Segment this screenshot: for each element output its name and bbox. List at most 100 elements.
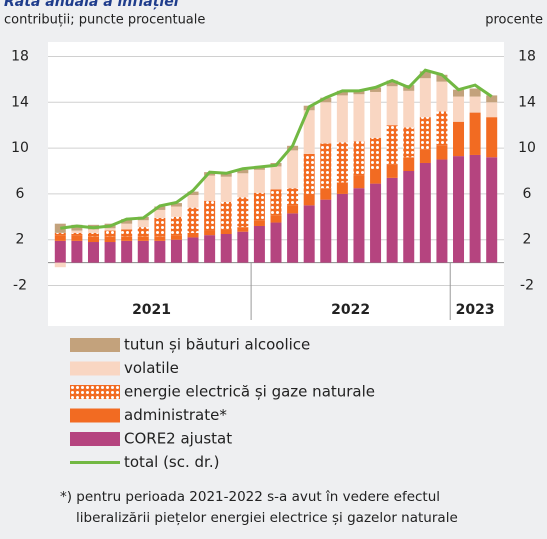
x-group-label: 2023 <box>456 302 495 318</box>
bar-segment <box>386 177 398 263</box>
bar-segment <box>419 149 431 163</box>
footnote: *) pentru perioada 2021-2022 s-a avut în… <box>60 489 440 505</box>
y2-tick-label: 14 <box>518 94 536 110</box>
bar-segment <box>403 90 415 128</box>
legend-label: CORE2 ajustat <box>124 430 232 448</box>
bar-segment <box>137 220 149 228</box>
bar-segment <box>436 81 448 112</box>
legend-swatch <box>70 408 120 423</box>
bar-segment <box>253 220 265 226</box>
bar-segment <box>303 110 315 154</box>
bar-segment <box>469 96 481 113</box>
bar-segment <box>386 80 398 87</box>
bar-segment <box>419 117 431 150</box>
bar-segment <box>71 232 83 236</box>
bar-segment <box>170 206 182 217</box>
bar-segment <box>353 175 365 189</box>
bar-segment <box>187 195 199 208</box>
y2-tick-label: 18 <box>518 48 536 64</box>
bar-segment <box>154 206 166 210</box>
legend-swatch <box>70 361 120 376</box>
bar-segment <box>353 90 365 95</box>
bar-segment <box>54 240 66 263</box>
bar-segment <box>336 142 348 183</box>
bar-segment <box>320 97 332 103</box>
bar-segment <box>353 94 365 142</box>
bar-segment <box>436 145 448 160</box>
bar-segment <box>303 205 315 263</box>
bar-segment <box>453 89 465 97</box>
bar-segment <box>386 125 398 165</box>
bar-segment <box>320 199 332 263</box>
bar-segment <box>220 173 232 177</box>
bar-segment <box>220 201 232 230</box>
bar-segment <box>303 193 315 206</box>
bar-segment <box>137 236 149 241</box>
bar-segment <box>270 222 282 263</box>
bar-segment <box>386 164 398 178</box>
bar-segment <box>121 236 133 241</box>
bar-segment <box>204 235 216 263</box>
bar-segment <box>370 91 382 138</box>
bar-segment <box>121 223 133 230</box>
bar-segment <box>287 188 299 206</box>
bar-segment <box>187 232 199 238</box>
y-tick-label: 14 <box>11 94 29 110</box>
bar-segment <box>204 200 216 231</box>
bar-segment <box>121 229 133 237</box>
y-tick-label: 10 <box>11 140 29 156</box>
bar-segment <box>436 111 448 146</box>
bar-segment <box>370 137 382 171</box>
bar-segment <box>87 232 99 237</box>
bar-segment <box>287 205 299 214</box>
bar-segment <box>204 175 216 201</box>
bar-segment <box>436 159 448 263</box>
bar-segment <box>253 169 265 193</box>
bar-segment <box>121 240 133 263</box>
bar-segment <box>469 88 481 97</box>
bar-segment <box>270 166 282 190</box>
bar-segment <box>336 193 348 263</box>
legend-label: total (sc. dr.) <box>124 453 219 471</box>
legend-swatch <box>70 338 120 352</box>
bar-segment <box>154 217 166 237</box>
bar-segment <box>54 232 66 236</box>
bar-segment <box>336 95 348 143</box>
y-tick-label: 2 <box>16 232 25 248</box>
footnote: liberalizării piețelor energiei electric… <box>76 510 458 526</box>
legend-swatch <box>70 385 120 399</box>
bar-segment <box>71 235 83 241</box>
bar-segment <box>436 74 448 82</box>
bar-segment <box>237 227 249 232</box>
bar-segment <box>320 143 332 189</box>
bar-segment <box>453 156 465 263</box>
bar-segment <box>270 215 282 223</box>
x-group-label: 2022 <box>331 302 370 318</box>
bar-segment <box>320 102 332 144</box>
bar-segment <box>71 224 83 231</box>
bar-segment <box>104 230 116 237</box>
bar-segment <box>187 207 199 233</box>
legend-label: energie electrică și gaze naturale <box>124 383 375 401</box>
bar-segment <box>486 117 498 158</box>
bar-segment <box>237 231 249 263</box>
bar-segment <box>204 230 216 236</box>
bar-segment <box>187 237 199 263</box>
bar-segment <box>170 216 182 236</box>
bar-segment <box>486 95 498 103</box>
bar-segment <box>453 121 465 157</box>
y2-axis-label: procente <box>485 13 543 28</box>
bar-segment <box>287 213 299 263</box>
bar-segment <box>137 240 149 263</box>
y-tick-label: -2 <box>13 278 27 294</box>
bar-segment <box>353 188 365 263</box>
bar-segment <box>154 236 166 241</box>
bar-segment <box>353 141 365 176</box>
bar-segment <box>253 192 265 221</box>
bar-segment <box>270 189 282 216</box>
y2-tick-label: 2 <box>523 232 532 248</box>
bar-segment <box>336 90 348 96</box>
bar-segment <box>87 242 99 263</box>
bar-segment <box>104 242 116 263</box>
